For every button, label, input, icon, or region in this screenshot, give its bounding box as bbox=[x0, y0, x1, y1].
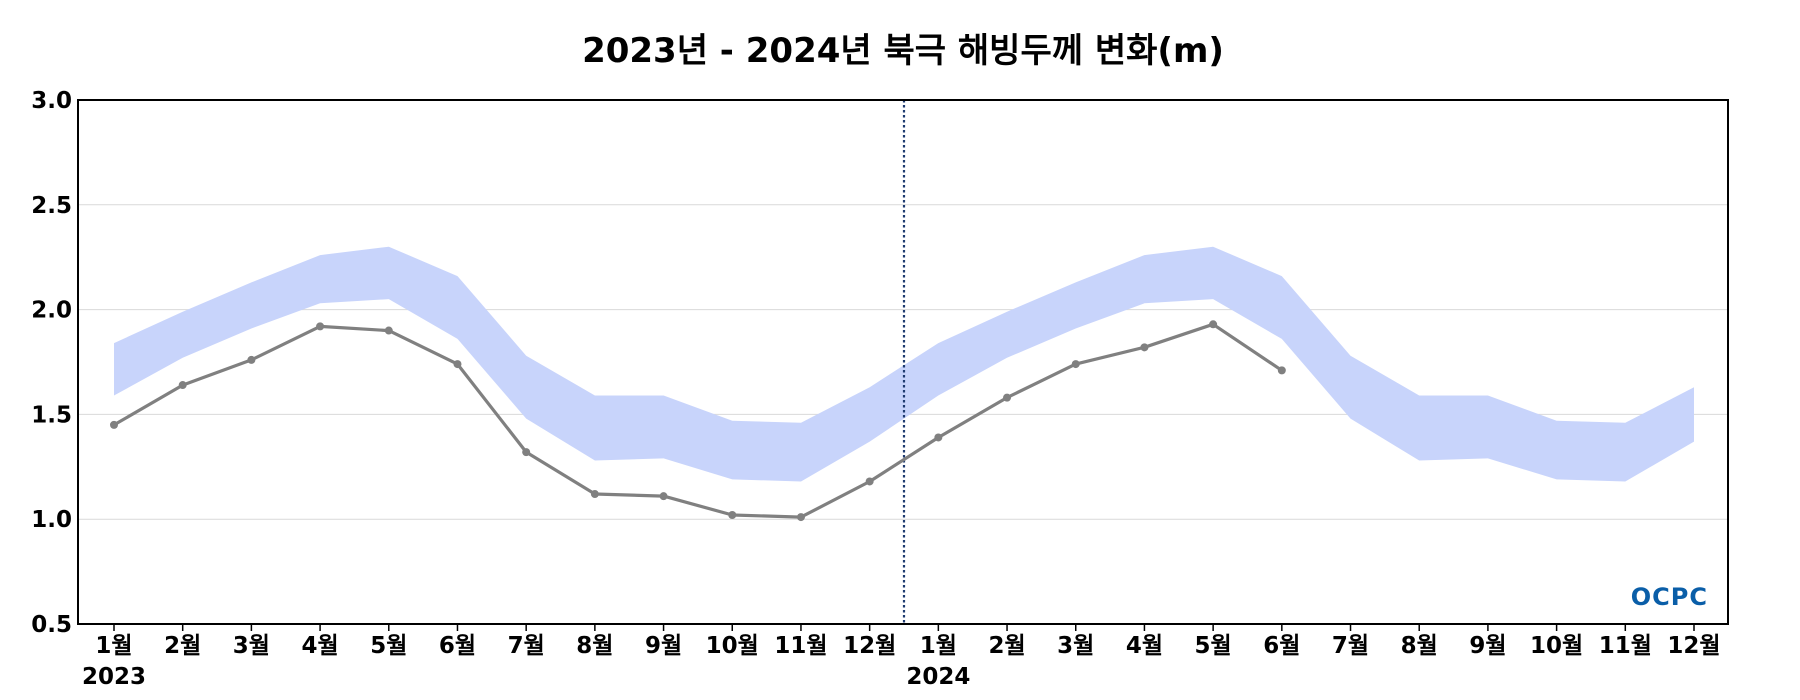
data-point bbox=[247, 355, 256, 364]
x-tick-label: 8월 bbox=[576, 633, 613, 659]
data-point bbox=[659, 492, 668, 501]
x-tick-label: 5월 bbox=[1195, 633, 1232, 659]
series-points bbox=[110, 320, 1286, 522]
data-point bbox=[1209, 320, 1218, 329]
x-tick-label: 2월 bbox=[164, 633, 201, 659]
y-tick-label: 3.0 bbox=[31, 88, 72, 114]
x-tick-label: 5월 bbox=[370, 633, 407, 659]
plot-frame bbox=[77, 99, 1729, 625]
data-point bbox=[1071, 360, 1080, 369]
y-axis-ticks: 0.5 1.0 1.5 2.0 2.5 3.0 bbox=[31, 88, 72, 638]
x-tick-label: 7월 bbox=[1332, 633, 1369, 659]
x-tick-label: 12월 bbox=[1667, 633, 1720, 659]
x-tick-label: 2월 bbox=[988, 633, 1025, 659]
data-point bbox=[316, 322, 325, 331]
data-point bbox=[178, 381, 187, 390]
y-tick-label: 0.5 bbox=[31, 612, 72, 638]
x-tick-label: 9월 bbox=[1469, 633, 1506, 659]
data-point bbox=[110, 420, 118, 429]
data-point bbox=[796, 513, 805, 522]
data-point bbox=[1003, 393, 1012, 402]
x-axis-ticks: 1월 2월 3월 4월 5월 6월 7월 8월 9월 10월 11월 12월 1월 2월 3월 4월 5월 6월 7… bbox=[95, 624, 1721, 659]
y-tick-label: 2.5 bbox=[31, 193, 72, 219]
x-tick-label: 7월 bbox=[508, 633, 545, 659]
data-point bbox=[453, 360, 462, 369]
x-tick-label: 10월 bbox=[1530, 633, 1583, 659]
x-tick-label: 4월 bbox=[1126, 633, 1163, 659]
y-tick-label: 1.0 bbox=[31, 507, 72, 533]
data-point bbox=[522, 448, 531, 457]
ocpc-logo: OCPC bbox=[1631, 583, 1708, 611]
year-label: 2023 bbox=[82, 664, 146, 690]
x-tick-label: 1월 bbox=[95, 633, 132, 659]
x-tick-label: 10월 bbox=[706, 633, 759, 659]
data-point bbox=[384, 326, 393, 335]
x-tick-label: 1월 bbox=[920, 633, 957, 659]
y-tick-label: 1.5 bbox=[31, 402, 72, 428]
data-point bbox=[728, 511, 737, 520]
data-point bbox=[934, 433, 943, 442]
year-labels: 2023 2024 bbox=[82, 664, 970, 690]
data-point bbox=[865, 477, 874, 486]
x-tick-label: 6월 bbox=[1263, 633, 1300, 659]
x-tick-label: 9월 bbox=[645, 633, 682, 659]
x-tick-label: 6월 bbox=[439, 633, 476, 659]
x-tick-label: 8월 bbox=[1401, 633, 1438, 659]
x-tick-label: 12월 bbox=[843, 633, 896, 659]
climatology-band bbox=[114, 246, 1694, 482]
year-label: 2024 bbox=[906, 664, 970, 690]
x-tick-label: 3월 bbox=[1057, 633, 1094, 659]
data-point bbox=[1140, 343, 1149, 352]
series-line bbox=[113, 322, 1283, 519]
x-tick-label: 11월 bbox=[774, 633, 827, 659]
y-tick-label: 2.0 bbox=[31, 298, 72, 324]
data-point bbox=[590, 490, 599, 499]
chart-title: 2023년 - 2024년 북극 해빙두께 변화(m) bbox=[582, 31, 1224, 71]
data-point bbox=[1277, 366, 1286, 375]
x-tick-label: 3월 bbox=[233, 633, 270, 659]
x-tick-label: 4월 bbox=[302, 633, 339, 659]
x-tick-label: 11월 bbox=[1599, 633, 1652, 659]
